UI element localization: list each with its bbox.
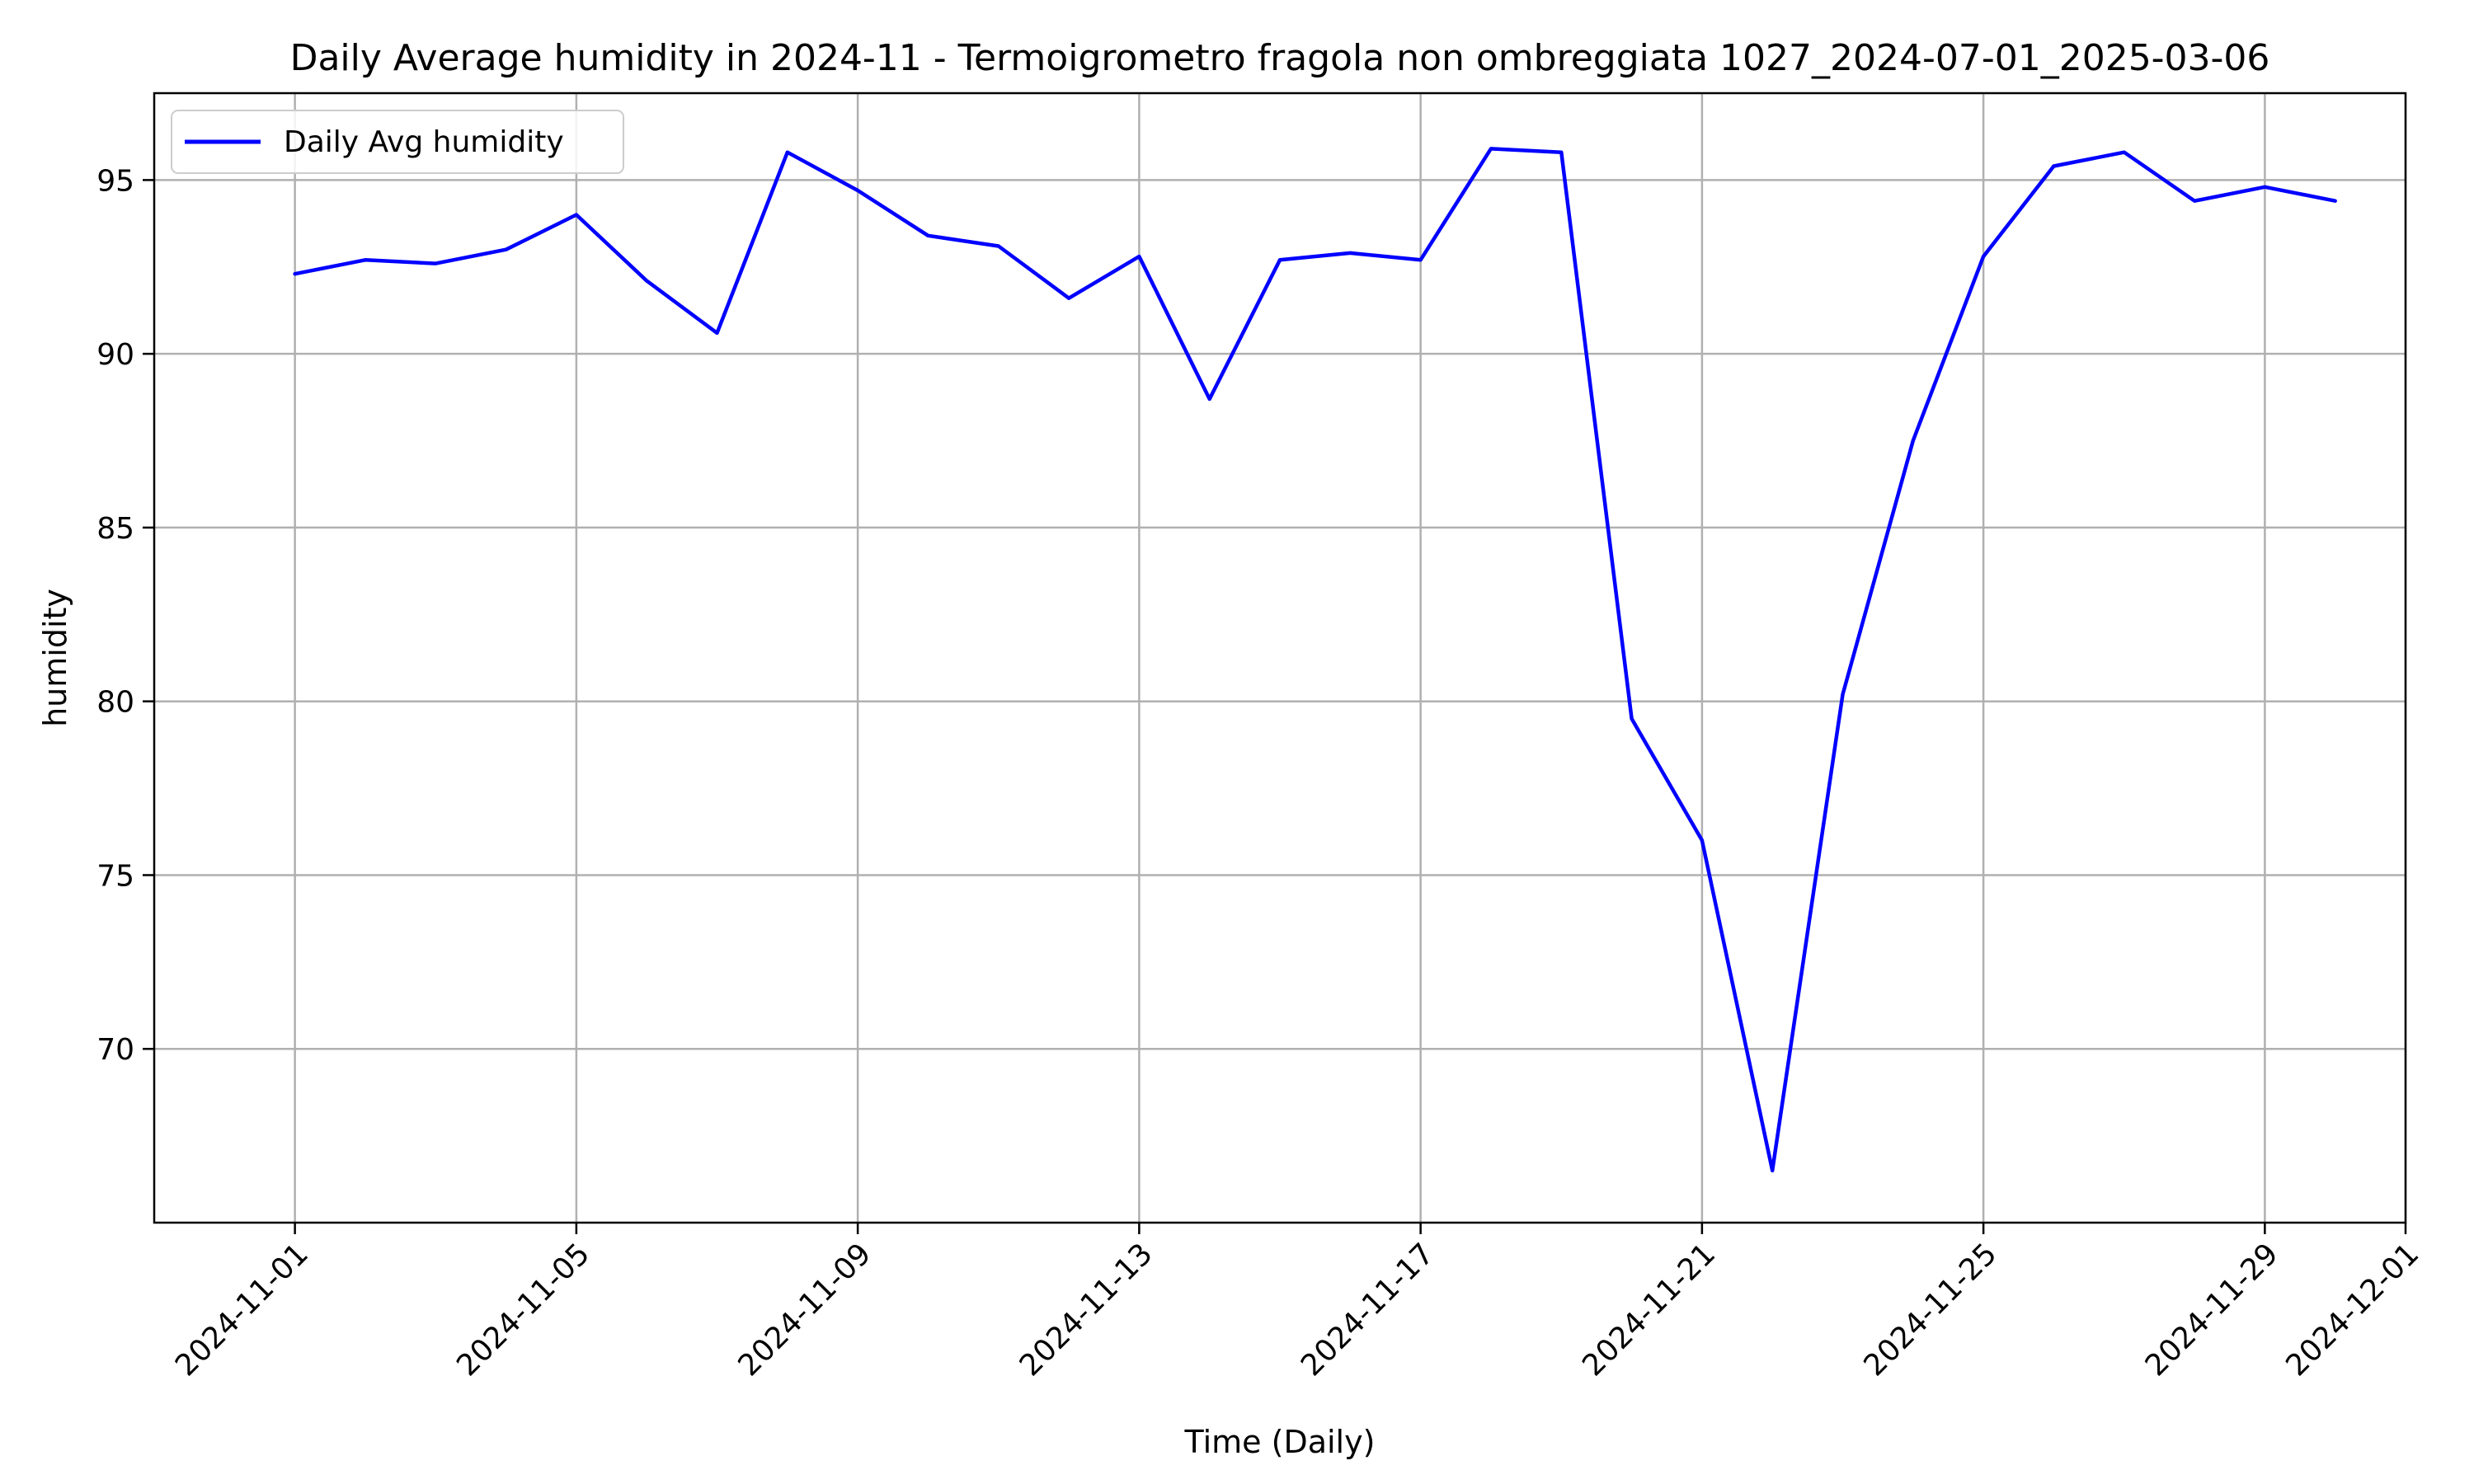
x-tick-label: 2024-11-21 [1576, 1237, 1722, 1383]
y-tick-label: 70 [96, 1033, 134, 1067]
y-tick-label: 80 [96, 686, 134, 720]
plot-frame [153, 92, 2407, 1224]
x-axis-label: Time (Daily) [1184, 1424, 1376, 1460]
x-tick-label: 2024-11-05 [450, 1237, 596, 1383]
x-tick-label: 2024-11-09 [732, 1237, 878, 1383]
series-layer [293, 147, 2337, 1173]
y-tick-label: 85 [96, 512, 134, 546]
legend-box [171, 110, 624, 174]
y-tick-label: 95 [96, 164, 134, 198]
x-tick-label: 2024-11-01 [169, 1237, 315, 1383]
y-axis-label: humidity [37, 589, 73, 727]
grid [154, 93, 2407, 1223]
legend: Daily Avg humidity [171, 110, 624, 174]
chart-title: Daily Average humidity in 2024-11 - Term… [290, 37, 2270, 79]
x-tick-label: 2024-11-29 [2139, 1237, 2285, 1383]
x-tick-label: 2024-11-17 [1295, 1237, 1441, 1383]
y-tick-label: 75 [96, 859, 134, 893]
x-tick-label: 2024-12-01 [2279, 1237, 2425, 1383]
x-tick-label: 2024-11-25 [1858, 1237, 2004, 1383]
y-axis: 70 75 80 85 90 95 [96, 164, 154, 1067]
x-tick-label: 2024-11-13 [1014, 1237, 1159, 1383]
x-axis: 2024-11-01 2024-11-05 2024-11-09 2024-11-13… [169, 1223, 2425, 1383]
legend-label: Daily Avg humidity [284, 125, 564, 159]
y-tick-label: 90 [96, 338, 134, 372]
series-line-0 [293, 147, 2337, 1173]
